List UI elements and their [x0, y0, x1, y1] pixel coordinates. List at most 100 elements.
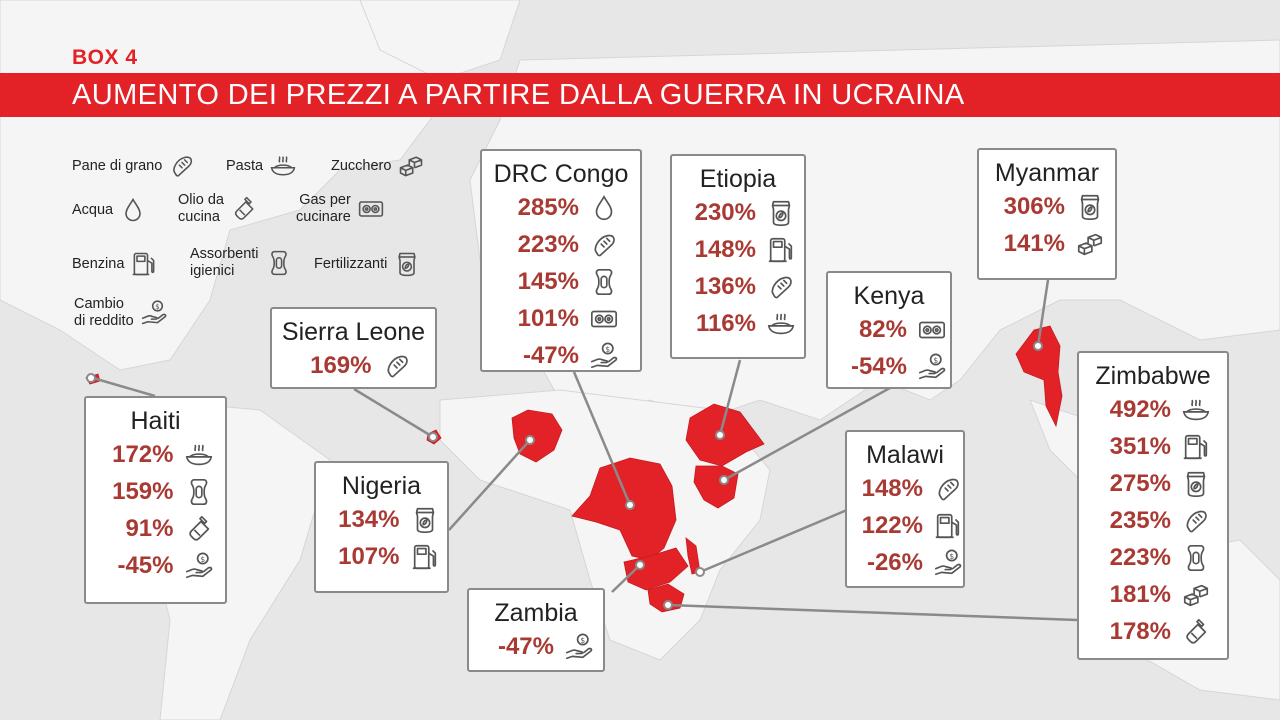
price-change-value: 285% [517, 193, 579, 221]
country-card-zambia: Zambia -47% $ [467, 588, 605, 672]
legend-item: Fertilizzanti [314, 250, 421, 278]
country-card-zimbabwe: Zimbabwe 492% 351% 275% 235% 223% 181% 178% [1077, 351, 1229, 660]
page-title: AUMENTO DEI PREZZI A PARTIRE DALLA GUERR… [72, 79, 965, 111]
country-card-nigeria: Nigeria 134% 107% [314, 461, 449, 593]
price-rows: 134% 107% [316, 501, 447, 575]
country-name: Zimbabwe [1095, 362, 1211, 390]
price-rows: 306% 141% [979, 188, 1115, 262]
zambia-shape [623, 547, 689, 591]
fuel-icon [410, 542, 440, 572]
pad-icon [265, 249, 293, 277]
price-change-value: 145% [517, 267, 579, 295]
legend-label: Fertilizzanti [314, 255, 388, 272]
country-card-etiopia: Etiopia 230% 148% 136% 116% [670, 154, 806, 359]
price-change-value: 159% [112, 477, 174, 505]
zimbabwe-connector [667, 603, 1078, 622]
price-row: 91% [86, 510, 225, 547]
country-name: Etiopia [699, 165, 777, 193]
fuel-icon [933, 511, 963, 541]
legend-label: Olio da cucina [178, 192, 224, 225]
sugar-icon [397, 152, 425, 180]
haiti-marker [86, 373, 96, 383]
myanmar-connector [1036, 279, 1050, 347]
price-rows: 230% 148% 136% 116% [672, 194, 804, 342]
oil-bottle-icon [184, 514, 214, 544]
country-card-kenya: Kenya 82% -54% $ [826, 271, 952, 389]
price-row: 306% [979, 188, 1115, 225]
price-change-value: 223% [1109, 543, 1171, 571]
price-row: -54% $ [828, 348, 950, 385]
oil-bottle-icon [1181, 617, 1211, 647]
legend-item: Olio da cucina [178, 192, 258, 226]
fertilizer-icon [410, 505, 440, 535]
bread-icon [766, 272, 796, 302]
price-change-value: 116% [695, 309, 756, 337]
pad-icon [1181, 543, 1211, 573]
pasta-icon [1181, 395, 1211, 425]
price-change-value: -26% [866, 548, 923, 576]
legend-item: Pane di grano [72, 152, 196, 180]
price-row: 159% [86, 473, 225, 510]
country-name: Myanmar [994, 159, 1100, 187]
price-change-value: 306% [1003, 192, 1065, 220]
price-change-value: 122% [861, 511, 923, 539]
income-icon: $ [589, 341, 619, 371]
landmass-greenland [359, 0, 521, 81]
drc-congo-connector [572, 371, 632, 506]
sierra-leone-connector [353, 387, 434, 439]
price-change-value: 172% [112, 440, 174, 468]
price-change-value: 107% [338, 542, 400, 570]
country-card-drc-congo: DRC Congo 285% 223% 145% 101% -47% $ [480, 149, 642, 372]
price-row: 230% [672, 194, 804, 231]
stove-icon [357, 195, 385, 223]
legend-item: Benzina [72, 250, 158, 278]
price-change-value: 223% [517, 230, 579, 258]
fertilizer-icon [1075, 192, 1105, 222]
country-name: Malawi [866, 441, 944, 469]
price-change-value: 351% [1109, 432, 1171, 460]
price-row: 351% [1079, 428, 1227, 465]
price-change-value: 148% [694, 235, 756, 263]
price-row: 223% [482, 226, 640, 263]
price-row: 116% [672, 305, 804, 342]
price-change-value: 82% [858, 315, 907, 343]
sugar-icon [1181, 580, 1211, 610]
price-row: 275% [1079, 465, 1227, 502]
price-row: 134% [316, 501, 447, 538]
price-row: 223% [1079, 539, 1227, 576]
svg-text:$: $ [200, 554, 205, 563]
price-row: -45% $ [86, 547, 225, 584]
price-change-value: -47% [522, 341, 579, 369]
country-card-haiti: Haiti 172% 159% 91% -45% $ [84, 396, 227, 604]
sierra-leone-marker [428, 432, 438, 442]
price-change-value: 169% [310, 351, 372, 379]
price-row: 492% [1079, 391, 1227, 428]
price-rows: 169% [272, 347, 435, 384]
oil-bottle-icon [230, 195, 258, 223]
price-rows: 172% 159% 91% -45% $ [86, 436, 225, 584]
svg-text:$: $ [580, 635, 585, 644]
fertilizer-icon [766, 198, 796, 228]
price-row: 178% [1079, 613, 1227, 650]
income-icon: $ [917, 352, 947, 382]
legend-item: Acqua [72, 196, 147, 224]
pad-icon [589, 267, 619, 297]
fuel-icon [1181, 432, 1211, 462]
country-name: Zambia [494, 599, 578, 627]
kenya-marker [719, 475, 729, 485]
price-rows: 82% -54% $ [828, 311, 950, 385]
bread-icon [933, 474, 963, 504]
pasta-icon [766, 309, 796, 339]
price-change-value: -45% [117, 551, 174, 579]
svg-text:$: $ [949, 551, 954, 560]
zambia-connector [611, 564, 641, 593]
drc-congo-marker [625, 500, 635, 510]
country-card-myanmar: Myanmar 306% 141% [977, 148, 1117, 280]
price-change-value: 178% [1109, 617, 1171, 645]
legend-item: Zucchero [331, 152, 425, 180]
price-row: 172% [86, 436, 225, 473]
legend-item: Assorbenti igienici [190, 246, 293, 280]
nigeria-marker [525, 435, 535, 445]
legend-item: Pasta [226, 152, 297, 180]
country-name: Nigeria [341, 472, 422, 500]
